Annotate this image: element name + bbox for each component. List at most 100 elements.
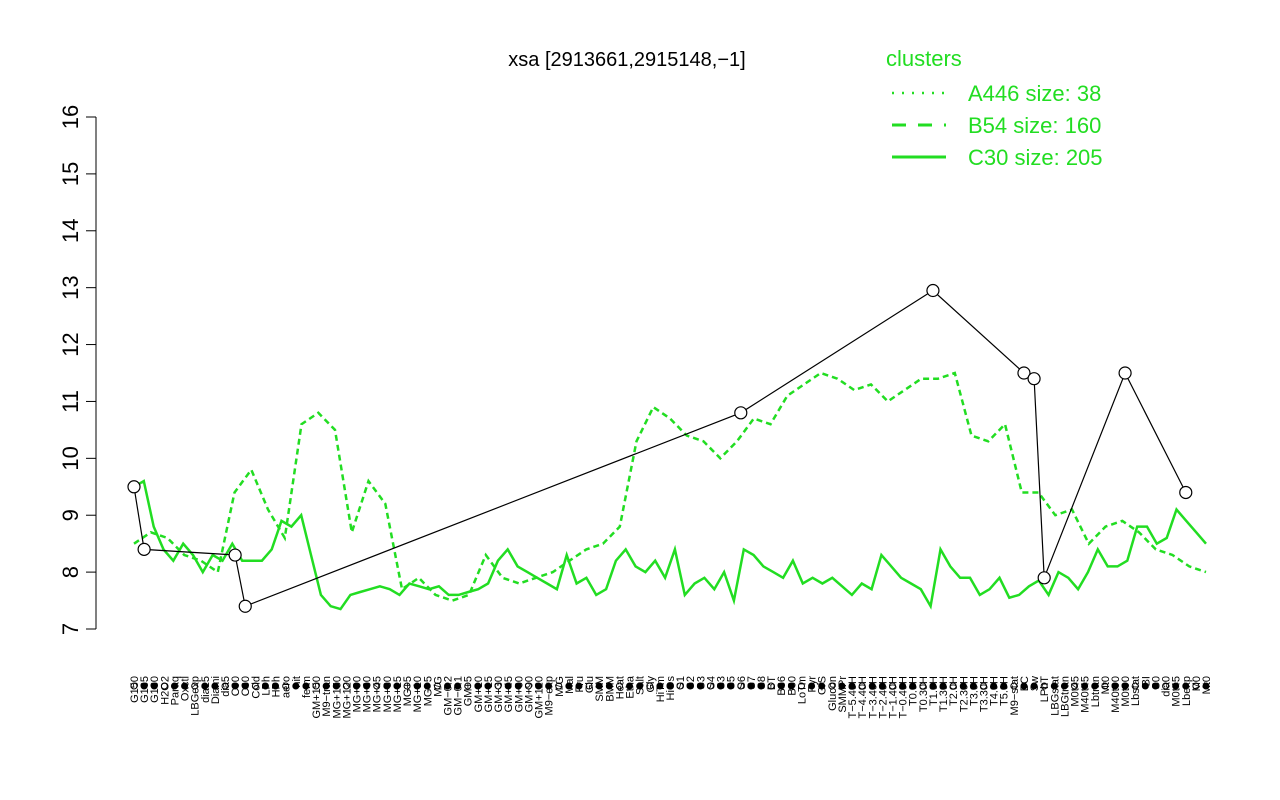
x-tick-label: G135 [139,676,151,703]
x-tick-label: MG−5 [422,676,434,706]
x-tick-marker [656,682,664,690]
x-tick-label: LBGexp [190,676,202,716]
x-tick-marker [545,682,553,690]
y-tick-label: 8 [58,566,83,578]
x-tick-marker [1030,682,1038,690]
x-tick-marker [969,682,977,690]
x-tick-label: Mt0 [1201,676,1213,694]
x-tick-marker [504,682,512,690]
x-tick-marker [201,682,209,690]
x-tick-label: T1.30H [938,676,950,712]
x-tick-label: MG+5 [402,676,414,706]
x-tick-marker [1010,682,1018,690]
x-tick-label: M0t90 [1120,676,1132,707]
x-tick-label: BT [766,676,778,690]
y-tick-label: 15 [58,162,83,186]
x-tick-marker [241,682,249,690]
x-tick-marker [595,682,603,690]
x-tick-label: S2 [685,676,697,689]
x-tick-marker [1162,682,1170,690]
x-tick-label: Mt0 [1100,676,1112,694]
x-tick-marker [949,682,957,690]
x-tick-marker [1050,682,1058,690]
x-tick-marker [191,682,199,690]
x-tick-label: T4.0H [989,676,1001,706]
x-tick-label: GM+90 [523,676,535,712]
x-tick-label: GM+120 [534,676,546,719]
x-tick-label: MG+45 [372,676,384,712]
x-tick-label: B60 [786,676,798,696]
x-tick-marker [211,682,219,690]
x-tick-marker [403,682,411,690]
x-tick-label: GM+10 [473,676,485,712]
x-tick-label: LPh [260,676,272,696]
x-tick-marker [737,682,745,690]
x-tick-label: HiOs [665,676,677,701]
x-tick-marker [1182,682,1190,690]
x-tick-marker [706,682,714,690]
x-tick-label: LoTm [796,676,808,704]
y-tick-label: 7 [58,623,83,635]
y-tick-label: 16 [58,105,83,129]
x-tick-marker [1141,682,1149,690]
x-tick-label: MG+10 [412,676,424,712]
x-tick-label: nit [291,676,303,688]
x-tick-marker [352,682,360,690]
x-tick-label: MG+120 [341,676,353,719]
legend-entry-b54: B54 size: 160 [968,113,1101,138]
x-tick-marker [140,682,148,690]
x-tick-label: Diami [210,676,222,704]
x-tick-label: T−1.40H [887,676,899,719]
x-tick-label: M0t45 [1171,676,1183,707]
x-tick-label: S6 [736,676,748,689]
x-tick-marker [332,682,340,690]
x-tick-marker [221,682,229,690]
x-tick-label: S3 [716,676,728,689]
x-tick-label: T5.0H [999,676,1011,706]
data-point-c30 [238,599,252,613]
x-tick-label: S3 [695,676,707,689]
x-tick-label: dia0 [1161,676,1173,697]
chart-title: xsa [2913661,2915148,−1] [508,49,745,71]
x-tick-marker [292,682,300,690]
x-tick-marker [1131,682,1139,690]
x-tick-marker [1081,682,1089,690]
x-tick-marker [575,682,583,690]
x-tick-marker [181,682,189,690]
x-tick-marker [585,682,593,690]
x-tick-label: M9−stat [1009,676,1021,715]
data-point-lbexp [1179,485,1193,500]
x-tick-marker [484,682,492,690]
x-tick-label: M0t45 [1070,676,1082,707]
x-tick-label: T3.0H [968,676,980,706]
x-tick-label: S4 [705,676,717,689]
x-tick-label: LBGstat [1049,676,1061,716]
x-tick-marker [858,682,866,690]
x-tick-marker [626,682,634,690]
x-tick-marker [454,682,462,690]
x-tick-marker [828,682,836,690]
x-tick-marker [727,682,735,690]
x-tick-marker [363,682,371,690]
legend-entry-c30: C30 size: 205 [968,145,1103,170]
x-tick-marker [272,682,280,690]
data-point-lpht [1037,571,1051,585]
data-point-sw [1027,372,1041,386]
x-tick-label: GM−0.1 [453,676,465,715]
x-tick-marker [373,682,381,690]
series-layer [133,371,1207,611]
highlight-line [133,289,1187,608]
x-tick-marker [838,682,846,690]
x-tick-marker [444,682,452,690]
x-tick-marker [747,682,755,690]
x-tick-label: T1.0H [928,676,940,706]
x-tick-marker [767,682,775,690]
x-tick-label: Gly [645,676,657,693]
x-tick-marker [939,682,947,690]
x-tick-label: Heat [614,676,626,699]
x-tick-label: Glucon [827,676,839,711]
x-tick-label: S5 [726,676,738,689]
x-tick-marker [170,682,178,690]
x-axis-tick-labels: G150G135G180H2O2ParaqOxctlLBGexpdia15Dia… [129,675,1213,718]
x-tick-label: aero [281,676,293,698]
